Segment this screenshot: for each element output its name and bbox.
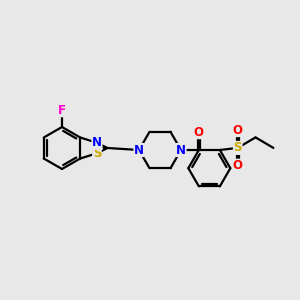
Text: O: O [194,126,204,139]
Text: N: N [134,143,144,157]
Text: O: O [233,159,243,172]
Text: F: F [58,104,66,117]
Text: O: O [233,124,243,136]
Text: N: N [92,136,102,149]
Text: S: S [233,141,242,154]
Text: S: S [93,147,101,160]
Text: N: N [176,143,186,157]
